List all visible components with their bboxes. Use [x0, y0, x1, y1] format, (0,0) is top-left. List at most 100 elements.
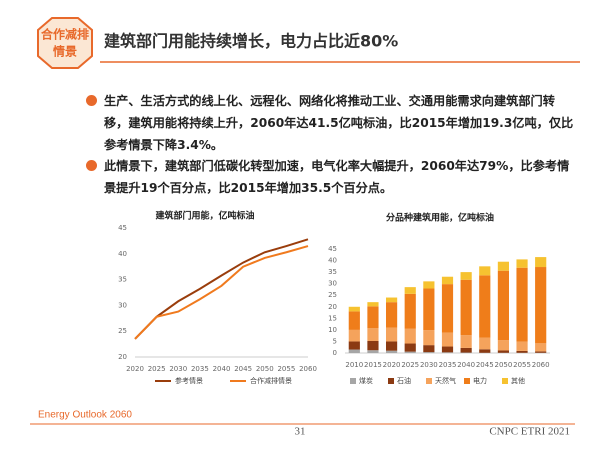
bar-segment	[516, 341, 528, 351]
bar-segment	[497, 340, 509, 351]
bar-segment	[460, 272, 472, 280]
y-tick-label: 20	[118, 353, 127, 361]
bar-segment	[497, 350, 509, 353]
y-tick-label: 10	[328, 326, 337, 334]
y-tick-label: 0	[333, 349, 337, 357]
bar-segment	[535, 343, 547, 352]
bar-segment	[441, 284, 454, 333]
bar-segment	[404, 328, 416, 344]
y-tick-label: 30	[118, 301, 127, 309]
y-tick-label: 25	[328, 291, 337, 299]
x-tick-label: 2055	[277, 365, 295, 373]
bar-segment	[460, 279, 472, 336]
y-tick-label: 15	[328, 314, 337, 322]
bullet-text: 此情景下，建筑部门低碳化转型加速，电气化率大幅提升，2060年达79%，比参考情…	[104, 159, 570, 195]
slide-title: 建筑部门用能持续增长，电力占比近80%	[104, 32, 398, 51]
bar-segment	[497, 270, 509, 341]
bar-segment	[404, 351, 416, 353]
bar-segment	[441, 346, 454, 353]
bar-segment	[423, 352, 435, 353]
x-tick-label: 2020	[383, 361, 401, 369]
bar-segment	[386, 341, 398, 351]
x-tick-label: 2010	[345, 361, 363, 369]
bar-segment	[441, 352, 454, 353]
legend-label: 合作减排情景	[250, 376, 292, 385]
bar-segment	[535, 351, 547, 353]
bullet: 生产、生活方式的线上化、远程化、网络化将推动工业、交通用能需求向建筑部门转移，建…	[86, 90, 574, 156]
badge	[37, 17, 93, 69]
x-tick-label: 2045	[476, 361, 494, 369]
bar-segment	[535, 267, 547, 344]
bar-segment	[367, 350, 379, 353]
bullet-icon	[86, 95, 97, 106]
footer-org: CNPC ETRI 2021	[489, 426, 570, 438]
bar-segment	[423, 330, 435, 346]
x-tick-label: 2050	[256, 365, 274, 373]
bar-segment	[348, 349, 360, 353]
x-tick-label: 2030	[169, 365, 187, 373]
legend-label: 电力	[473, 376, 487, 385]
bar-segment	[479, 349, 491, 353]
bar-segment	[386, 297, 398, 303]
bar-segment	[460, 335, 472, 348]
bar-segment	[404, 287, 416, 294]
bar-segment	[516, 350, 528, 353]
bullet-icon	[86, 160, 97, 171]
y-tick-label: 5	[333, 337, 337, 345]
bar-segment	[367, 306, 379, 329]
x-tick-label: 2035	[439, 361, 457, 369]
bar-segment	[423, 345, 435, 353]
bar-segment	[348, 306, 360, 312]
x-tick-label: 2020	[126, 365, 144, 373]
y-tick-label: 35	[328, 268, 337, 276]
bar-segment	[386, 350, 398, 353]
x-tick-label: 2035	[191, 365, 209, 373]
bar-segment	[535, 257, 547, 268]
bar-segment	[423, 281, 435, 289]
y-tick-label: 40	[328, 257, 337, 265]
bar-segment	[479, 275, 491, 338]
legend-label: 煤炭	[359, 376, 373, 385]
bar-segment	[404, 343, 416, 352]
legend-swatch	[426, 378, 432, 384]
bar-segment	[441, 276, 454, 285]
x-tick-label: 2055	[513, 361, 531, 369]
bar-segment	[516, 267, 528, 342]
x-tick-label: 2030	[420, 361, 438, 369]
y-tick-label: 30	[328, 280, 337, 288]
bar-segment	[386, 327, 398, 342]
bar-segment	[423, 288, 435, 331]
bar-segment	[479, 337, 491, 350]
legend-swatch	[502, 378, 508, 384]
legend-label: 石油	[397, 376, 411, 385]
bullet: 此情景下，建筑部门低碳化转型加速，电气化率大幅提升，2060年达79%，比参考情…	[86, 155, 574, 199]
chart-title: 分品种建筑用能，亿吨标油	[386, 212, 494, 224]
legend-swatch	[350, 378, 356, 384]
line-series	[134, 245, 309, 340]
bar-segment	[404, 293, 416, 329]
y-tick-label: 20	[328, 303, 337, 311]
bar-segment	[348, 341, 360, 350]
bar-segment	[348, 329, 360, 342]
x-tick-label: 2050	[494, 361, 512, 369]
bar-segment	[516, 259, 528, 268]
legend-label: 其他	[511, 376, 525, 385]
y-tick-label: 35	[118, 276, 127, 284]
legend-label: 天然气	[435, 376, 456, 385]
x-tick-label: 2025	[401, 361, 419, 369]
badge-line: 合作减排	[41, 27, 89, 42]
x-tick-label: 2045	[234, 365, 252, 373]
bar-segment	[348, 311, 360, 330]
x-tick-label: 2040	[457, 361, 475, 369]
x-tick-label: 2060	[299, 365, 317, 373]
x-tick-label: 2060	[532, 361, 550, 369]
x-tick-label: 2015	[364, 361, 382, 369]
bar-segment	[367, 328, 379, 341]
y-tick-label: 45	[328, 245, 337, 253]
legend-swatch	[464, 378, 470, 384]
legend-swatch	[388, 378, 394, 384]
footer-brand: Energy Outlook 2060	[38, 410, 132, 421]
bar-segment	[367, 340, 379, 351]
